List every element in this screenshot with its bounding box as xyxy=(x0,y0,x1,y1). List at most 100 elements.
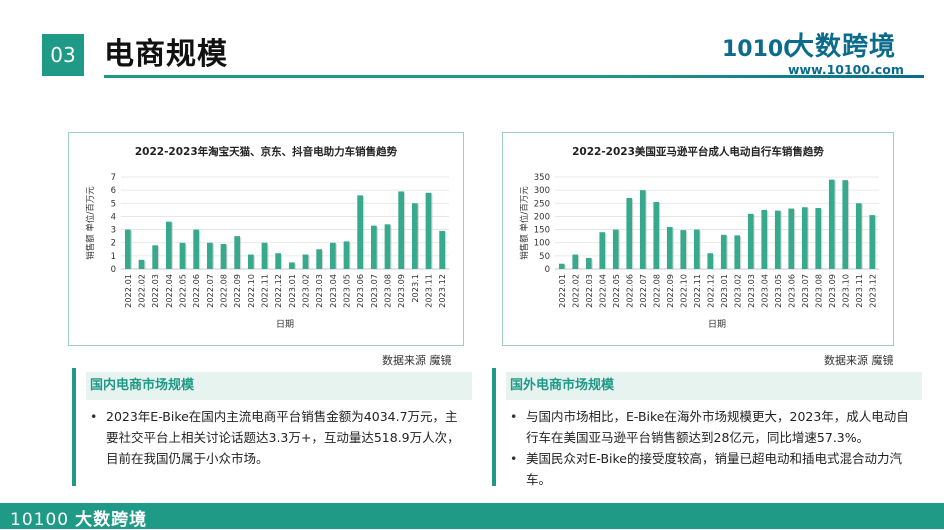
domestic-sales-chart: 2022-2023年淘宝天猫、京东、抖音电助力车销售趋势 0 1 2 3 4 5 6 7 销售额 … xyxy=(85,145,449,330)
x-tick-label: 2023.05 xyxy=(773,274,783,308)
x-tick-label: 2022.01 xyxy=(123,274,133,308)
bar xyxy=(599,232,606,269)
bar xyxy=(842,180,849,269)
logo-mark-icon: 10100 xyxy=(722,37,790,62)
x-tick-label: 2022.03 xyxy=(150,274,160,308)
bar xyxy=(193,229,200,269)
y-tick-label: 6 xyxy=(111,186,116,196)
bar xyxy=(626,198,633,269)
y-tick-label: 1 xyxy=(111,252,116,262)
section-number-badge: 03 xyxy=(42,34,84,76)
bar xyxy=(220,244,227,269)
bar xyxy=(801,207,808,269)
info-accent-bar xyxy=(72,368,76,486)
brand-logo[interactable]: 10100 大数跨境 www.10100.com xyxy=(720,22,920,78)
y-tick-label: 0 xyxy=(111,265,116,275)
bar xyxy=(693,229,700,269)
overseas-market-box: 国外电商市场规模 与国内市场相比，E-Bike在海外市场规模更大，2023年，成… xyxy=(492,368,922,487)
x-tick-label: 2023.02 xyxy=(301,274,311,308)
domestic-market-heading: 国内电商市场规模 xyxy=(86,372,472,400)
x-tick-label: 2023.12 xyxy=(437,274,447,308)
x-tick-label: 2022.09 xyxy=(665,274,675,308)
x-axis-label: 日期 xyxy=(276,319,294,330)
x-tick-label: 2022.11 xyxy=(692,274,702,308)
x-tick-label: 2023.11 xyxy=(854,274,864,308)
bar xyxy=(612,229,619,269)
domestic-sales-chart-panel: 2022-2023年淘宝天猫、京东、抖音电助力车销售趋势 0 1 2 3 4 5 6 7 销售额 … xyxy=(68,132,464,346)
x-tick-label: 2022.06 xyxy=(624,274,634,308)
bar xyxy=(572,254,579,269)
bar xyxy=(370,225,377,269)
bar xyxy=(558,263,565,269)
x-tick-label: 2022.10 xyxy=(246,274,256,308)
x-tick-label: 2023.01 xyxy=(719,274,729,308)
footer-bar: 10100 大数跨境 xyxy=(0,503,944,530)
bar xyxy=(138,259,145,269)
bar xyxy=(288,262,295,269)
bar xyxy=(788,208,795,269)
bar xyxy=(329,242,336,269)
bar xyxy=(639,190,646,269)
x-tick-label: 2023.03 xyxy=(314,274,324,308)
logo-url[interactable]: www.10100.com xyxy=(788,62,904,77)
bar xyxy=(869,215,876,269)
x-tick-label: 2022.02 xyxy=(137,274,147,308)
x-tick-label: 2022.04 xyxy=(597,274,607,308)
info-accent-bar xyxy=(492,368,496,486)
x-tick-label: 2023.09 xyxy=(827,274,837,308)
x-tick-label: 2023.06 xyxy=(355,274,365,308)
x-tick-label: 2023.08 xyxy=(383,274,393,308)
bar xyxy=(585,257,592,269)
source-left: 数据来源 魔镜 xyxy=(382,354,452,367)
y-tick-label: 7 xyxy=(111,173,116,183)
x-tick-label: 2023.05 xyxy=(342,274,352,308)
x-axis-label: 日期 xyxy=(708,319,726,330)
title-underline xyxy=(104,75,924,78)
bar xyxy=(179,242,186,269)
bar xyxy=(302,254,309,269)
overseas-market-list: 与国内市场相比，E-Bike在海外市场规模更大，2023年，成人电动自行车在美国… xyxy=(506,406,916,490)
x-tick-label: 2022.06 xyxy=(191,274,201,308)
x-tick-label: 2022.09 xyxy=(232,274,242,308)
chart-title: 2022-2023年淘宝天猫、京东、抖音电助力车销售趋势 xyxy=(135,145,398,158)
bar xyxy=(680,230,687,269)
bar xyxy=(343,241,350,269)
y-tick-label: 5 xyxy=(111,199,116,209)
x-tick-label: 2022.04 xyxy=(164,274,174,308)
x-tick-label: 2022.10 xyxy=(678,274,688,308)
x-tick-label: 2022.11 xyxy=(260,274,270,308)
bar xyxy=(206,242,213,269)
x-tick-label: 2023.01 xyxy=(287,274,297,308)
x-tick-label: 2022.08 xyxy=(651,274,661,308)
x-tick-label: 2023.10 xyxy=(840,274,850,308)
x-tick-label: 2023.02 xyxy=(732,274,742,308)
bar xyxy=(761,209,768,269)
bar xyxy=(855,203,862,269)
x-tick-label: 2023.12 xyxy=(867,274,877,308)
bar xyxy=(261,242,268,269)
x-tick-label: 2023.04 xyxy=(759,274,769,308)
bar xyxy=(165,221,172,269)
x-tick-label: 2023.08 xyxy=(813,274,823,308)
bar xyxy=(316,249,323,269)
overseas-market-heading: 国外电商市场规模 xyxy=(506,372,922,400)
y-tick-label: 250 xyxy=(534,199,550,209)
y-tick-label: 0 xyxy=(545,265,550,275)
x-tick-label: 2023.11 xyxy=(424,274,434,308)
bar xyxy=(774,210,781,269)
x-tick-label: 2022.12 xyxy=(705,274,715,308)
y-tick-label: 2 xyxy=(111,239,116,249)
y-tick-label: 50 xyxy=(539,252,550,262)
y-axis-label: 销售额 单位/百万元 xyxy=(519,186,530,260)
bar xyxy=(411,203,418,269)
chart-title: 2022-2023美国亚马逊平台成人电动自行车销售趋势 xyxy=(572,145,824,158)
footer-logo-mark: 10100 xyxy=(10,510,70,530)
x-tick-label: 2023.07 xyxy=(800,274,810,308)
bar xyxy=(152,245,159,269)
y-tick-label: 300 xyxy=(534,186,550,196)
y-axis-label: 销售额 单位/百万元 xyxy=(85,186,96,260)
x-tick-label: 2023.1 xyxy=(410,274,420,303)
x-tick-label: 2022.05 xyxy=(611,274,621,308)
bar xyxy=(707,253,714,269)
x-tick-label: 2022.07 xyxy=(638,274,648,308)
